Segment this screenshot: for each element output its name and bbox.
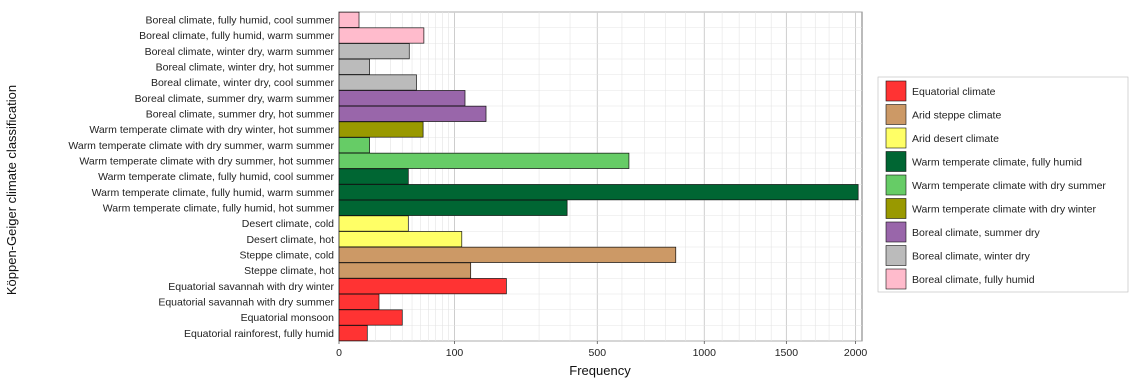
bar — [339, 75, 416, 90]
bar — [339, 184, 858, 199]
bar — [339, 43, 409, 58]
y-tick-label: Equatorial rainforest, fully humid — [184, 328, 334, 340]
y-tick-label: Warm temperate climate with dry summer, … — [79, 155, 334, 167]
y-tick-label: Warm temperate climate, fully humid, war… — [92, 187, 335, 199]
y-tick-label: Boreal climate, winter dry, warm summer — [145, 46, 335, 58]
y-tick-label: Desert climate, hot — [246, 234, 334, 246]
legend-label: Equatorial climate — [912, 86, 996, 98]
bar — [339, 216, 408, 231]
legend-label: Arid steppe climate — [912, 110, 1001, 122]
y-tick-label: Warm temperate climate, fully humid, hot… — [103, 202, 335, 214]
legend-swatch — [886, 199, 906, 219]
x-tick-label: 500 — [589, 347, 607, 359]
x-axis-title: Frequency — [569, 363, 631, 378]
y-tick-label: Equatorial monsoon — [241, 312, 335, 324]
y-tick-label: Steppe climate, cold — [239, 249, 334, 261]
bar — [339, 263, 471, 278]
bar — [339, 137, 370, 152]
legend-swatch — [886, 152, 906, 172]
y-tick-label: Equatorial savannah with dry winter — [168, 281, 334, 293]
bar — [339, 231, 462, 246]
legend-label: Warm temperate climate, fully humid — [912, 157, 1082, 169]
y-tick-label: Desert climate, cold — [242, 218, 334, 230]
bar — [339, 310, 402, 325]
x-tick-label: 1000 — [693, 347, 717, 359]
bar — [339, 28, 424, 43]
legend-swatch — [886, 81, 906, 101]
y-axis-title: Köppen-Geiger climate classification — [4, 85, 19, 295]
y-tick-label: Warm temperate climate with dry winter, … — [89, 124, 334, 136]
legend-swatch — [886, 175, 906, 195]
y-tick-label: Boreal climate, summer dry, warm summer — [135, 93, 335, 105]
bar — [339, 59, 370, 74]
x-tick-labels: 0 100 500 1000 1500 2000 — [336, 341, 867, 359]
legend-swatch — [886, 269, 906, 289]
legend-label: Warm temperate climate with dry summer — [912, 180, 1106, 192]
legend-swatch — [886, 222, 906, 242]
legend-label: Boreal climate, fully humid — [912, 274, 1035, 286]
legend-label: Boreal climate, summer dry — [912, 227, 1041, 239]
bar — [339, 90, 465, 105]
bar — [339, 325, 367, 340]
legend-swatch — [886, 105, 906, 125]
bar — [339, 294, 379, 309]
bar — [339, 278, 506, 293]
x-tick-label: 0 — [336, 347, 342, 359]
y-tick-label: Warm temperate climate with dry summer, … — [68, 140, 334, 152]
x-tick-label: 2000 — [844, 347, 868, 359]
legend-swatch — [886, 246, 906, 266]
legend-label: Warm temperate climate with dry winter — [912, 204, 1096, 216]
legend: Equatorial climate Arid steppe climate Ari… — [878, 77, 1128, 292]
bar — [339, 12, 359, 27]
legend-swatch — [886, 128, 906, 148]
y-tick-label: Boreal climate, summer dry, hot summer — [146, 108, 335, 120]
x-tick-label: 100 — [446, 347, 464, 359]
bar — [339, 169, 408, 184]
bar — [339, 247, 676, 262]
bar — [339, 106, 486, 121]
y-tick-label: Steppe climate, hot — [244, 265, 334, 277]
bar — [339, 122, 423, 137]
y-tick-labels: Boreal climate, fully humid, cool summer… — [68, 14, 334, 339]
bar — [339, 153, 629, 168]
x-tick-label: 1500 — [775, 347, 799, 359]
bar — [339, 200, 567, 215]
legend-label: Arid desert climate — [912, 133, 999, 145]
y-tick-label: Equatorial savannah with dry summer — [158, 296, 334, 308]
y-tick-label: Boreal climate, fully humid, cool summer — [146, 14, 335, 26]
y-tick-label: Warm temperate climate, fully humid, coo… — [98, 171, 334, 183]
legend-label: Boreal climate, winter dry — [912, 251, 1031, 263]
y-tick-label: Boreal climate, winter dry, hot summer — [156, 61, 335, 73]
y-tick-label: Boreal climate, fully humid, warm summer — [139, 30, 334, 42]
y-tick-label: Boreal climate, winter dry, cool summer — [151, 77, 335, 89]
